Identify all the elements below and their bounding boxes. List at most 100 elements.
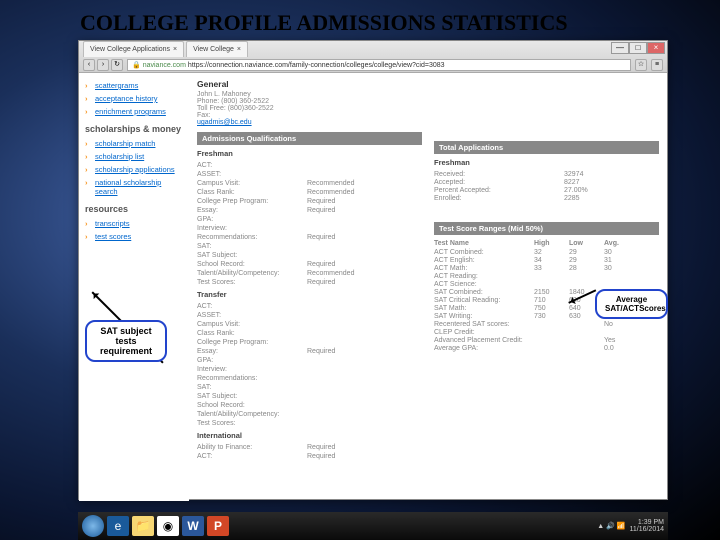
stat-row: Percent Accepted:27.00% <box>434 186 659 194</box>
tab-close-icon[interactable]: × <box>173 46 177 53</box>
start-button[interactable] <box>82 515 104 537</box>
word-icon[interactable]: W <box>182 516 204 536</box>
freshman-heading-right: Freshman <box>434 158 659 167</box>
sidebar-link[interactable]: enrichment programs <box>85 105 183 118</box>
sidebar-link[interactable]: scholarship list <box>85 150 183 163</box>
contact-email[interactable]: ugadmis@bc.edu <box>197 119 422 126</box>
data-row: ACT: <box>197 302 422 311</box>
url-host: naviance.com <box>143 62 186 69</box>
data-row: Recommendations: <box>197 374 422 383</box>
data-row: ASSET: <box>197 311 422 320</box>
data-row: Class Rank:Recommended <box>197 188 422 197</box>
data-row: Ability to Finance:Required <box>197 443 422 452</box>
back-button[interactable]: ‹ <box>83 59 95 71</box>
data-row: ACT:Required <box>197 452 422 461</box>
score-row: ACT Combined:322930 <box>434 248 659 256</box>
tray-icons[interactable]: ▲ 🔊 📶 <box>597 522 625 530</box>
tab-1[interactable]: View College Applications× <box>83 41 184 57</box>
data-row: Test Scores: <box>197 419 422 428</box>
stat-row: Enrolled:2285 <box>434 194 659 202</box>
data-row: Essay:Required <box>197 206 422 215</box>
main-content: General John L. Mahoney Phone: (800) 360… <box>189 73 667 501</box>
reload-button[interactable]: ↻ <box>111 59 123 71</box>
tab-2[interactable]: View College× <box>186 41 248 57</box>
score-row: ACT English:342931 <box>434 256 659 264</box>
taskbar-time: 1:39 PM <box>629 519 664 526</box>
contact-phone: Phone: (800) 360-2522 <box>197 98 422 105</box>
data-row: Class Rank: <box>197 329 422 338</box>
data-row: SAT Subject: <box>197 392 422 401</box>
score-row: Average GPA:0.0 <box>434 344 659 352</box>
tab-label: View College Applications <box>90 46 170 53</box>
data-row: Talent/Ability/Competency: <box>197 410 422 419</box>
browser-tabs: View College Applications× View College× <box>79 41 667 57</box>
stat-row: Received:32974 <box>434 170 659 178</box>
sidebar-link[interactable]: scholarship applications <box>85 163 183 176</box>
address-row: ‹ › ↻ 🔒 naviance.com https://connection.… <box>79 57 667 73</box>
score-row: Recentered SAT scores:No <box>434 320 659 328</box>
address-bar[interactable]: 🔒 naviance.com https://connection.navian… <box>127 59 631 71</box>
url-text: https://connection.naviance.com/family-c… <box>188 62 445 69</box>
chrome-icon[interactable]: ◉ <box>157 516 179 536</box>
sidebar-link[interactable]: scattergrams <box>85 79 183 92</box>
data-row: Campus Visit:Recommended <box>197 179 422 188</box>
score-table-header: Test Name High Low Avg. <box>434 239 659 248</box>
maximize-button[interactable]: □ <box>629 42 647 54</box>
transfer-heading: Transfer <box>197 290 422 299</box>
minimize-button[interactable]: — <box>611 42 629 54</box>
data-row: GPA: <box>197 215 422 224</box>
explorer-icon[interactable]: 📁 <box>132 516 154 536</box>
tab-close-icon[interactable]: × <box>237 46 241 53</box>
sidebar-link[interactable]: scholarship match <box>85 137 183 150</box>
data-row: Campus Visit: <box>197 320 422 329</box>
powerpoint-icon[interactable]: P <box>207 516 229 536</box>
score-row: Advanced Placement Credit:Yes <box>434 336 659 344</box>
data-row: Interview: <box>197 365 422 374</box>
sidebar-link[interactable]: transcripts <box>85 217 183 230</box>
score-row: ACT Math:332830 <box>434 264 659 272</box>
close-button[interactable]: × <box>647 42 665 54</box>
data-row: College Prep Program:Required <box>197 197 422 206</box>
tab-label: View College <box>193 46 234 53</box>
taskbar-date: 11/16/2014 <box>629 526 664 533</box>
right-column: Total Applications Freshman Received:329… <box>434 79 659 495</box>
sidebar: scattergramsacceptance historyenrichment… <box>79 73 189 501</box>
score-row: CLEP Credit: <box>434 328 659 336</box>
data-row: Talent/Ability/Competency:Recommended <box>197 269 422 278</box>
sidebar-heading-resources: resources <box>85 204 183 214</box>
callout-sat-subject: SAT subject tests requirement <box>85 320 167 362</box>
col-testname: Test Name <box>434 240 534 247</box>
data-row: ACT: <box>197 161 422 170</box>
score-row: ACT Reading: <box>434 272 659 280</box>
intl-heading: International <box>197 431 422 440</box>
nav-buttons: ‹ › ↻ <box>83 59 123 71</box>
contact-tollfree: Toll Free: (800)360-2522 <box>197 105 422 112</box>
data-row: ASSET: <box>197 170 422 179</box>
data-row: College Prep Program: <box>197 338 422 347</box>
contact-name: John L. Mahoney <box>197 91 422 98</box>
window-controls: — □ × <box>611 42 665 54</box>
data-row: Test Scores:Required <box>197 278 422 287</box>
bookmark-icon[interactable]: ☆ <box>635 59 647 71</box>
data-row: Essay:Required <box>197 347 422 356</box>
test-scores-bar: Test Score Ranges (Mid 50%) <box>434 222 659 235</box>
page-content: scattergramsacceptance historyenrichment… <box>79 73 667 501</box>
forward-button[interactable]: › <box>97 59 109 71</box>
data-row: SAT: <box>197 383 422 392</box>
col-avg: Avg. <box>604 240 639 247</box>
score-row: ACT Science: <box>434 280 659 288</box>
data-row: SAT Subject: <box>197 251 422 260</box>
data-row: Interview: <box>197 224 422 233</box>
menu-icon[interactable]: ≡ <box>651 59 663 71</box>
slide-title: COLLEGE PROFILE ADMISSIONS STATISTICS <box>80 10 568 36</box>
stat-row: Accepted:8227 <box>434 178 659 186</box>
sidebar-link[interactable]: test scores <box>85 230 183 243</box>
data-row: GPA: <box>197 356 422 365</box>
callout-avg-scores: Average SAT/ACTScores <box>595 289 668 319</box>
ie-icon[interactable]: e <box>107 516 129 536</box>
sidebar-link[interactable]: national scholarship search <box>85 176 183 198</box>
data-row: SAT: <box>197 242 422 251</box>
sidebar-heading-scholarships: scholarships & money <box>85 124 183 134</box>
sidebar-link[interactable]: acceptance history <box>85 92 183 105</box>
col-low: Low <box>569 240 604 247</box>
